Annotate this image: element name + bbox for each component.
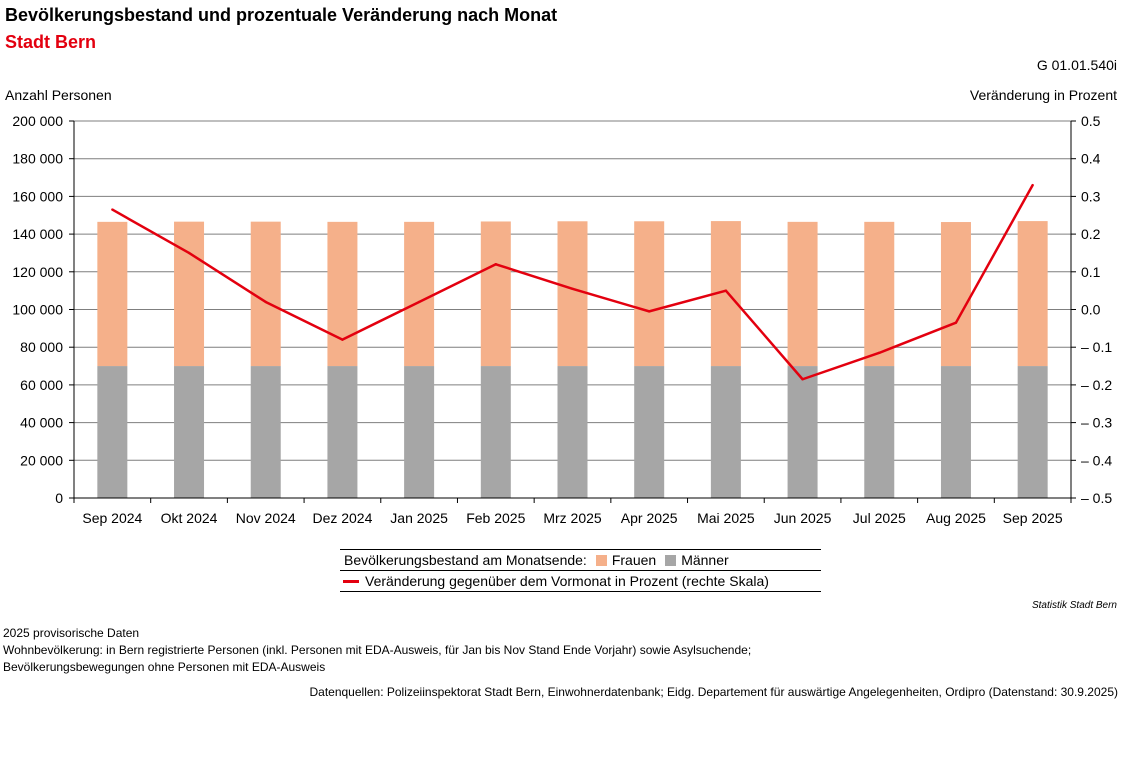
y-axis-label-left: Anzahl Personen [5, 87, 112, 103]
bar-maenner-10 [864, 366, 895, 498]
y2-tick-label-right: – 0.5 [1081, 490, 1112, 506]
y-tick-label-left: 180 000 [12, 151, 63, 167]
y-tick-label-left: 60 000 [20, 377, 63, 393]
bar-maenner-7 [634, 366, 665, 498]
y-tick-label-left: 100 000 [12, 302, 63, 318]
bar-frauen-9 [787, 221, 818, 367]
chart-subtitle: Stadt Bern [5, 32, 97, 52]
bar-maenner-0 [97, 366, 128, 498]
bar-maenner-6 [557, 366, 588, 498]
y2-tick-label-right: – 0.1 [1081, 339, 1112, 355]
legend-label-frauen: Frauen [611, 552, 657, 568]
x-tick-label: Mai 2025 [697, 510, 755, 526]
change-point-6 [571, 287, 574, 290]
bar-maenner-5 [480, 366, 511, 498]
bar-frauen-5 [480, 221, 511, 367]
bar-maenner-12 [1017, 366, 1048, 498]
bar-frauen-2 [250, 221, 281, 367]
source-credit: Statistik Stadt Bern [1031, 600, 1117, 611]
bar-maenner-4 [404, 366, 435, 498]
y-tick-label-left: 80 000 [20, 339, 63, 355]
bar-maenner-8 [710, 366, 741, 498]
y2-tick-label-right: 0.2 [1081, 226, 1101, 242]
y2-tick-label-right: – 0.3 [1081, 415, 1112, 431]
change-point-0 [111, 208, 114, 211]
x-tick-label: Jul 2025 [853, 510, 906, 526]
footer-note-definition: Wohnbevölkerung: in Bern registrierte Pe… [3, 643, 752, 657]
bar-frauen-0 [97, 221, 128, 367]
change-point-11 [954, 321, 958, 324]
y-tick-label-left: 120 000 [12, 264, 63, 280]
y-tick-label-left: 140 000 [12, 226, 63, 242]
change-point-10 [878, 351, 881, 355]
legend-swatch-line [343, 579, 359, 583]
chart-area: 0 20 000 40 000 60 000 80 000 100 000 120 000 1… [12, 113, 1112, 526]
legend-row-line: Veränderung gegenüber dem Vormonat in Pr… [340, 571, 821, 591]
y2-tick-label-right: 0.3 [1081, 188, 1101, 204]
legend-label-maenner: Männer [681, 552, 729, 568]
bar-maenner-11 [940, 366, 971, 498]
legend-label-line: Veränderung gegenüber dem Vormonat in Pr… [365, 573, 769, 589]
change-point-8 [724, 289, 728, 292]
x-tick-label: Dez 2024 [312, 510, 372, 526]
y2-tick-label-right: 0.0 [1081, 302, 1101, 318]
x-tick-label: Apr 2025 [621, 510, 678, 526]
footer-note-provisional: 2025 provisorische Daten [3, 626, 140, 640]
legend: Bevölkerungsbestand am Monatsende: Fraue… [340, 549, 821, 592]
bar-frauen-7 [634, 221, 665, 367]
bar-frauen-11 [940, 222, 971, 367]
x-tick-label: Sep 2024 [82, 510, 142, 526]
legend-row-bars: Bevölkerungsbestand am Monatsende: Fraue… [340, 550, 821, 571]
change-point-1 [187, 251, 191, 255]
bar-frauen-6 [557, 221, 588, 367]
x-tick-label: Mrz 2025 [543, 510, 602, 526]
bar-frauen-12 [1017, 221, 1048, 367]
bar-frauen-10 [864, 221, 895, 367]
change-point-3 [341, 338, 344, 341]
y-tick-label-left: 200 000 [12, 113, 63, 129]
y2-tick-label-right: 0.1 [1081, 264, 1101, 280]
change-point-7 [647, 310, 651, 313]
legend-swatch-frauen [595, 554, 607, 566]
bar-frauen-3 [327, 221, 358, 367]
y-tick-label-left: 20 000 [20, 452, 63, 468]
bar-frauen-1 [174, 221, 205, 367]
change-point-4 [417, 300, 421, 304]
bar-maenner-3 [327, 366, 358, 498]
y-tick-label-left: 160 000 [12, 188, 63, 204]
x-tick-label: Jan 2025 [390, 510, 448, 526]
bar-maenner-2 [250, 366, 281, 498]
x-tick-label: Nov 2024 [236, 510, 296, 526]
y2-tick-label-right: – 0.4 [1081, 452, 1112, 468]
bar-frauen-4 [404, 221, 435, 367]
x-tick-label: Jun 2025 [774, 510, 832, 526]
change-point-2 [264, 300, 267, 304]
y2-tick-label-right: 0.5 [1081, 113, 1101, 129]
chart-title: Bevölkerungsbestand und prozentuale Verä… [5, 5, 558, 25]
y2-tick-label-right: – 0.2 [1081, 377, 1112, 393]
change-point-9 [801, 378, 804, 381]
x-tick-label: Sep 2025 [1003, 510, 1063, 526]
x-tick-label: Feb 2025 [466, 510, 525, 526]
y-tick-label-left: 0 [55, 490, 63, 506]
change-point-12 [1031, 183, 1034, 187]
bar-maenner-9 [787, 366, 818, 498]
bar-maenner-1 [174, 366, 205, 498]
x-tick-label: Aug 2025 [926, 510, 986, 526]
data-sources: Datenquellen: Polizeiinspektorat Stadt B… [309, 685, 1118, 699]
y2-tick-label-right: 0.4 [1081, 151, 1101, 167]
change-point-5 [494, 263, 498, 266]
y-axis-label-right: Veränderung in Prozent [969, 87, 1117, 103]
y-tick-label-left: 40 000 [20, 415, 63, 431]
legend-prefix: Bevölkerungsbestand am Monatsende: [344, 552, 587, 568]
legend-swatch-maenner [665, 554, 677, 566]
x-tick-label: Okt 2024 [161, 510, 218, 526]
footer-note-movements: Bevölkerungsbewegungen ohne Personen mit… [3, 660, 326, 674]
chart-code: G 01.01.540i [1036, 57, 1117, 73]
